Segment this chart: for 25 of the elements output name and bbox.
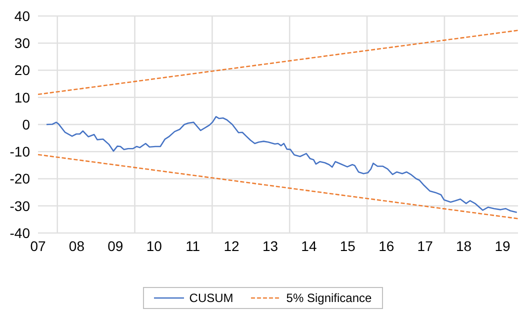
x-tick-label: 10 <box>146 238 162 254</box>
y-tick-label: 30 <box>14 35 30 52</box>
y-tick-label: -40 <box>10 224 30 241</box>
line-series <box>46 116 518 214</box>
x-tick-label: 14 <box>301 238 317 254</box>
x-tick-label: 11 <box>186 238 200 254</box>
x-tick-label: 17 <box>417 238 434 254</box>
y-tick-label: 10 <box>14 89 30 106</box>
x-tick-label: 12 <box>224 238 240 254</box>
x-tick-label: 09 <box>108 238 124 254</box>
y-tick-label: 40 <box>14 8 30 24</box>
y-tick-label: 0 <box>22 116 30 132</box>
x-tick-label: 18 <box>456 238 472 254</box>
legend-label: 5% Significance <box>286 291 372 305</box>
y-tick-label: 20 <box>14 62 30 78</box>
x-tick-label: 07 <box>30 238 46 254</box>
x-tick-label: 19 <box>494 238 511 254</box>
x-tick-label: 13 <box>262 238 278 254</box>
legend-label: CUSUM <box>189 291 234 305</box>
x-tick-label: 16 <box>378 238 394 254</box>
x-tick-label: 08 <box>68 238 85 254</box>
y-tick-label: -10 <box>10 144 30 160</box>
y-tick-label: -30 <box>10 198 30 214</box>
x-tick-label: 15 <box>340 238 356 254</box>
y-tick-label: -20 <box>10 170 30 187</box>
